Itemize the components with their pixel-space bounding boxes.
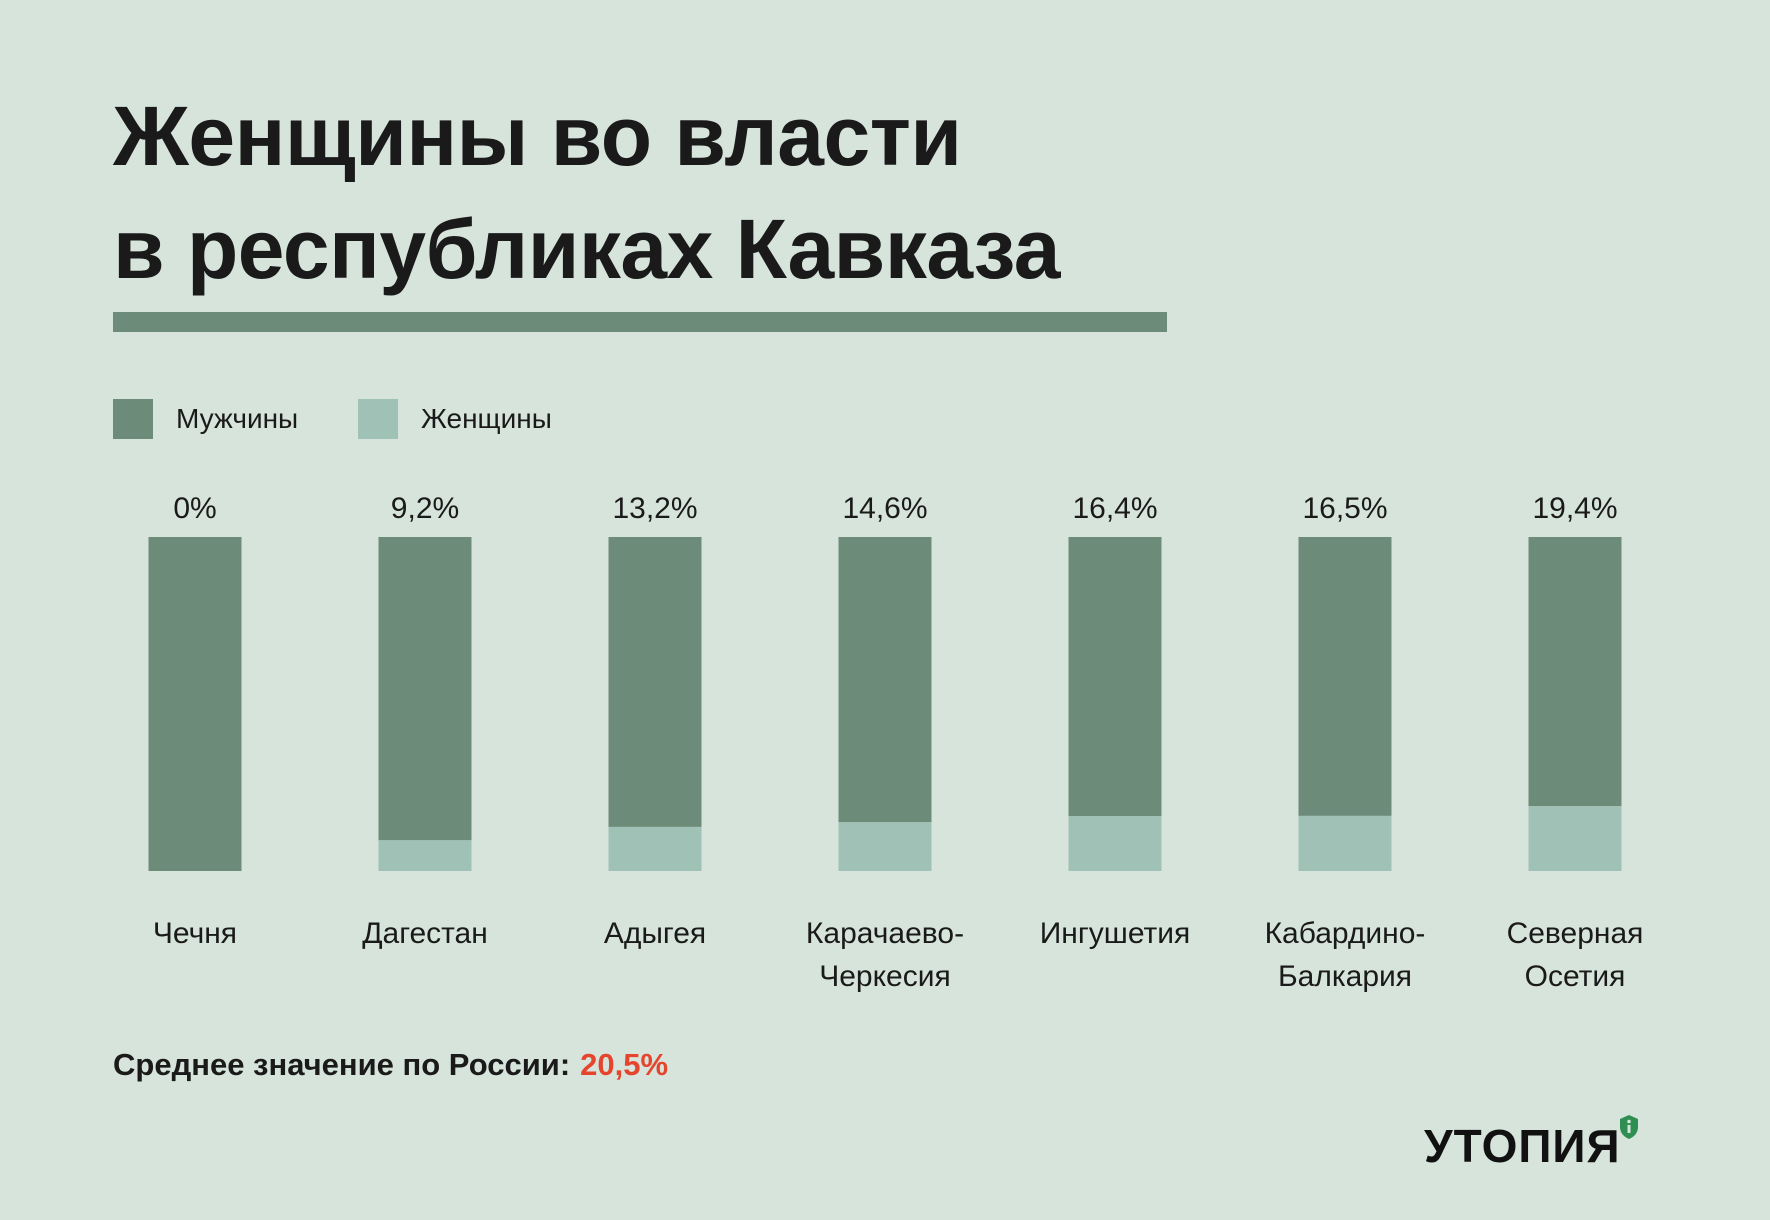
category-label-3-0: Карачаево- — [806, 917, 964, 950]
legend-label-men: Мужчины — [176, 403, 299, 434]
bar-men-6 — [1528, 537, 1622, 807]
data-label-5: 16,5% — [1302, 492, 1387, 525]
category-label-5-0: Кабардино- — [1265, 917, 1426, 950]
bar-women-6 — [1528, 806, 1622, 871]
russia-average-note: Среднее значение по России: 20,5% — [113, 1047, 668, 1083]
bar-men-1 — [378, 537, 472, 841]
russia-average-value: 20,5% — [580, 1047, 669, 1082]
category-label-1-0: Дагестан — [362, 917, 488, 950]
data-label-1: 9,2% — [391, 492, 459, 525]
bar-men-4 — [1068, 537, 1162, 817]
bar-men-2 — [608, 537, 702, 827]
category-label-0-0: Чечня — [153, 917, 237, 950]
bar-women-5 — [1298, 815, 1392, 871]
category-label-6-1: Осетия — [1525, 960, 1626, 993]
shield-icon — [1620, 1115, 1638, 1139]
data-label-0: 0% — [173, 492, 216, 525]
title-line-2: в республиках Кавказа — [113, 202, 1060, 296]
bar-women-2 — [608, 826, 702, 871]
category-label-6-0: Северная — [1507, 917, 1644, 950]
title-divider — [113, 312, 1167, 332]
legend-swatch-women — [358, 399, 398, 439]
category-label-2-0: Адыгея — [604, 917, 706, 950]
data-label-4: 16,4% — [1072, 492, 1157, 525]
data-label-3: 14,6% — [842, 492, 927, 525]
category-label-4-0: Ингушетия — [1040, 917, 1191, 950]
data-label-6: 19,4% — [1532, 492, 1617, 525]
bar-men-5 — [1298, 537, 1392, 816]
bar-men-3 — [838, 537, 932, 823]
russia-average-label: Среднее значение по России: — [113, 1047, 571, 1082]
data-label-2: 13,2% — [612, 492, 697, 525]
title-line-1: Женщины во власти — [113, 89, 962, 183]
chart-title: Женщины во власти в республиках Кавказа — [113, 80, 1060, 306]
legend-swatch-men — [113, 399, 153, 439]
category-label-3-1: Черкесия — [819, 960, 951, 993]
category-label-5-1: Балкария — [1278, 960, 1412, 993]
bar-women-3 — [838, 822, 932, 871]
bar-men-0 — [148, 537, 242, 871]
bar-women-1 — [378, 840, 472, 871]
bar-women-4 — [1068, 816, 1162, 871]
legend-label-women: Женщины — [421, 403, 552, 434]
brand-logo: УТОПИЯ — [1424, 1120, 1621, 1172]
